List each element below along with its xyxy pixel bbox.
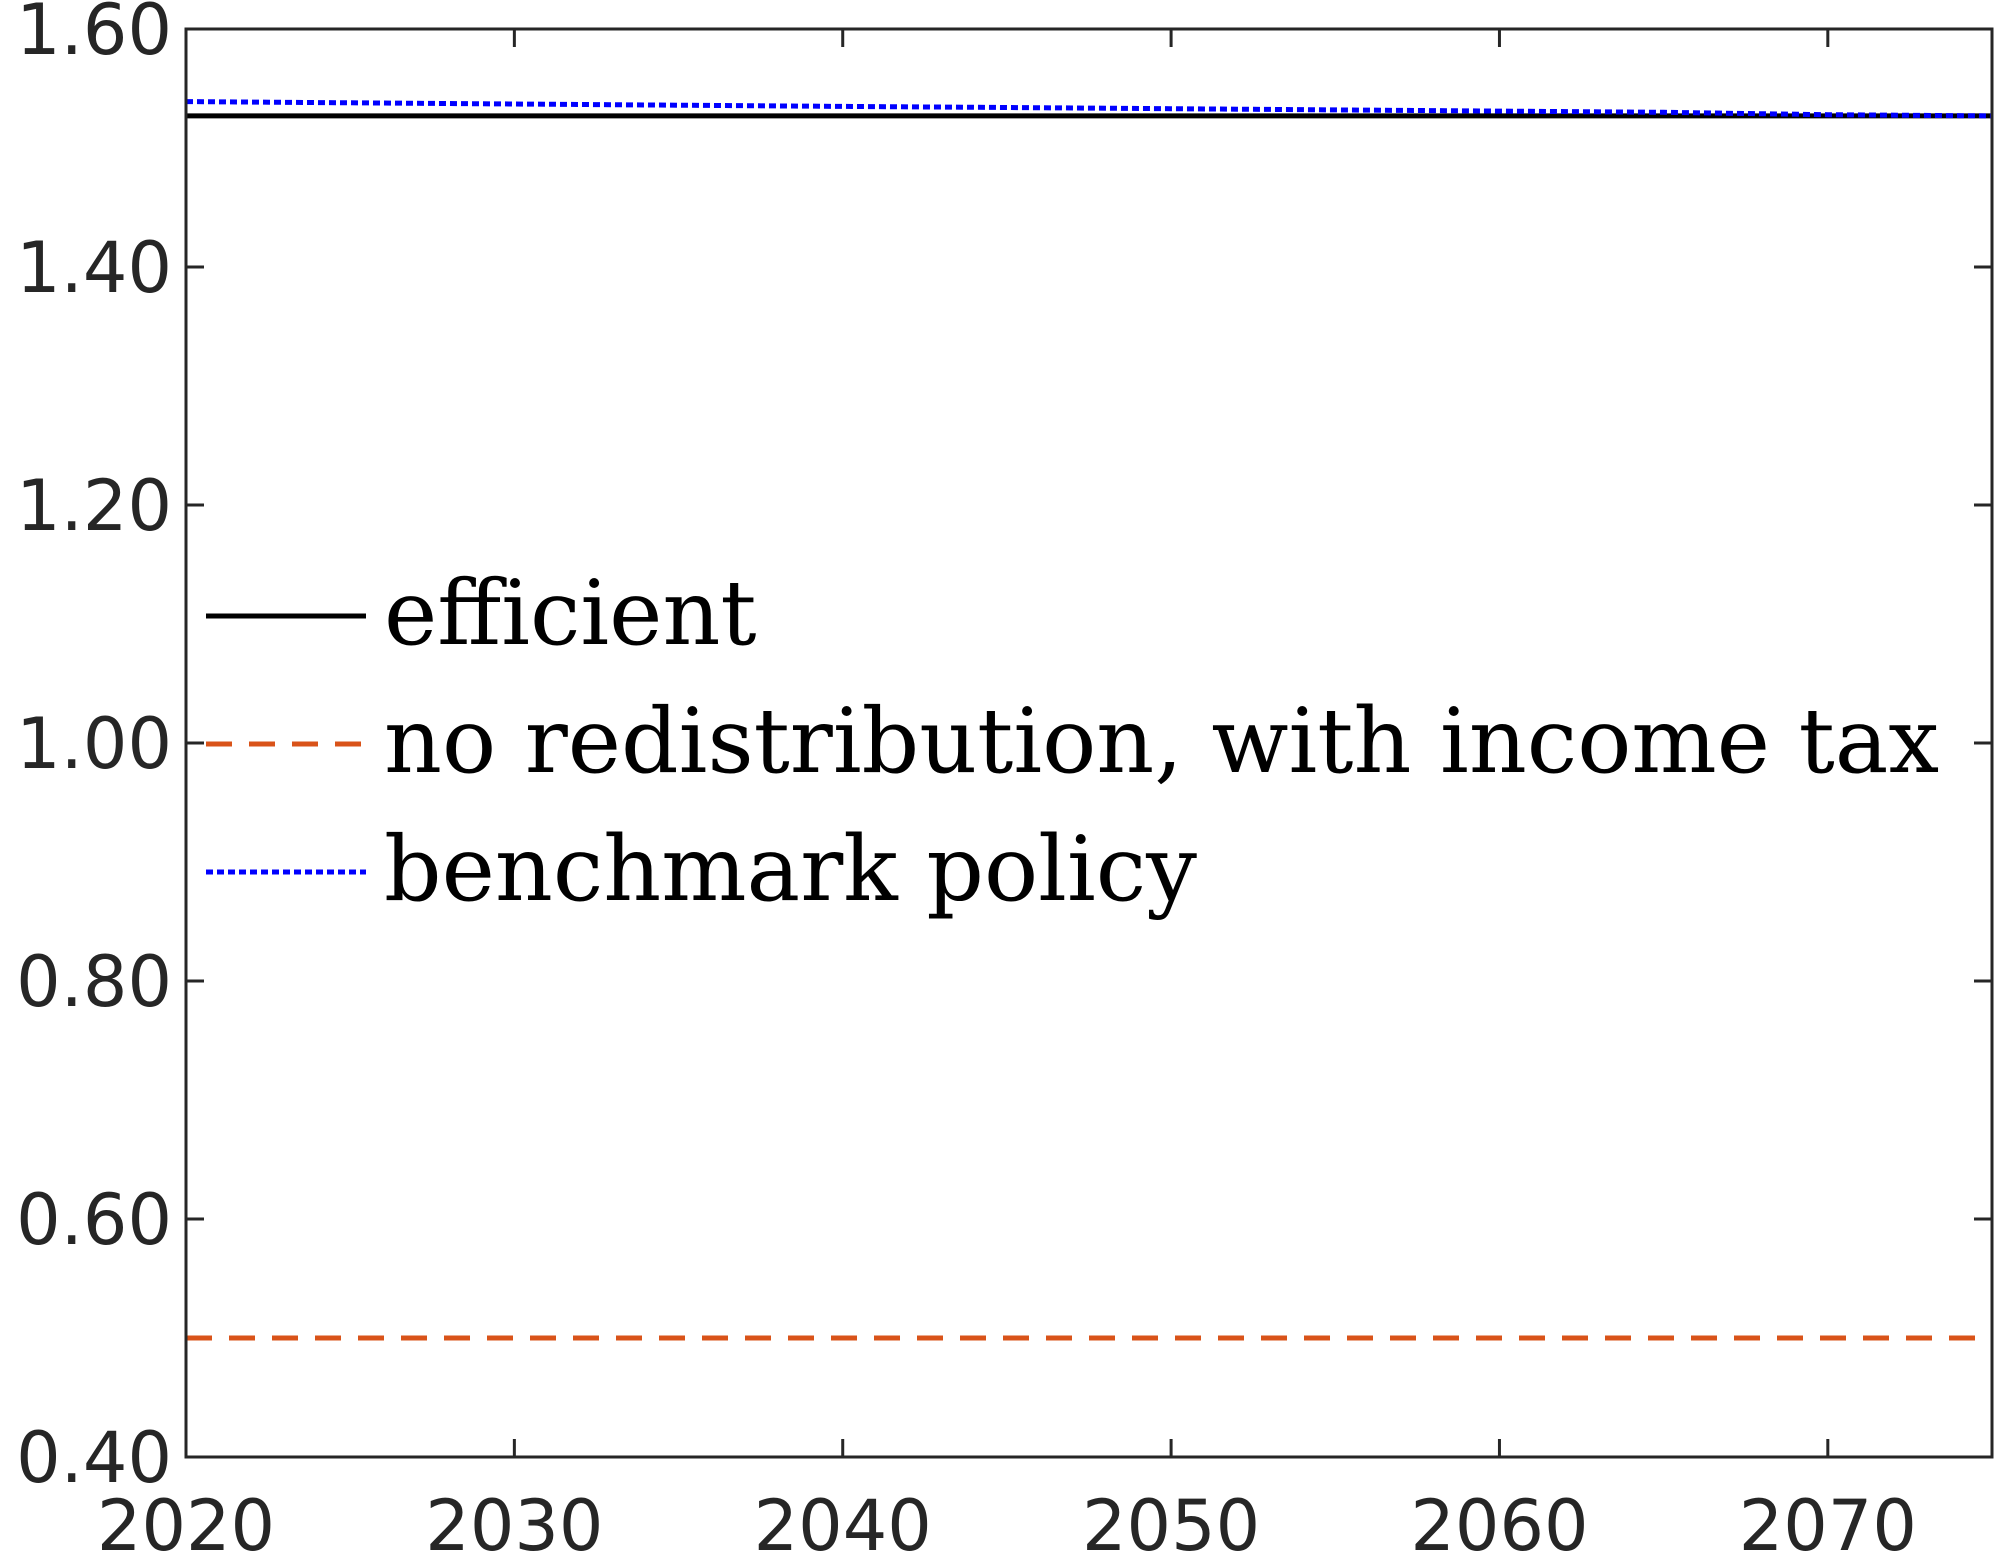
x-tick-label: 2070 xyxy=(1739,1485,1917,1554)
y-tick-label: 1.60 xyxy=(16,0,172,71)
plot-background xyxy=(186,29,1992,1457)
series-line-3 xyxy=(185,99,1993,119)
y-tick-label: 0.60 xyxy=(16,1179,172,1261)
legend-label-1: efficient xyxy=(384,561,757,666)
x-tick-label: 2050 xyxy=(1082,1485,1260,1554)
legend-label-2: no redistribution, with income tax xyxy=(384,689,1939,794)
x-tick-label: 2020 xyxy=(97,1485,275,1554)
plot-frame xyxy=(184,27,1994,1459)
series-layer xyxy=(185,99,1993,1341)
x-tick-label: 2040 xyxy=(754,1485,932,1554)
y-tick-label: 1.20 xyxy=(16,465,172,547)
y-axis-ticks: 0.40 0.60 0.80 1.00 1.20 1.40 1.60 xyxy=(16,0,1992,1499)
legend: efficient no redistribution, with income … xyxy=(206,561,1939,922)
x-axis-ticks: 2020 2030 2040 2050 2060 2070 xyxy=(97,29,1917,1554)
y-tick-label: 1.00 xyxy=(16,703,172,785)
x-tick-label: 2030 xyxy=(425,1485,603,1554)
y-tick-label: 1.40 xyxy=(16,227,172,309)
legend-label-3: benchmark policy xyxy=(384,817,1197,922)
y-tick-label: 0.40 xyxy=(16,1417,172,1499)
y-tick-label: 0.80 xyxy=(16,941,172,1023)
x-tick-label: 2060 xyxy=(1410,1485,1588,1554)
